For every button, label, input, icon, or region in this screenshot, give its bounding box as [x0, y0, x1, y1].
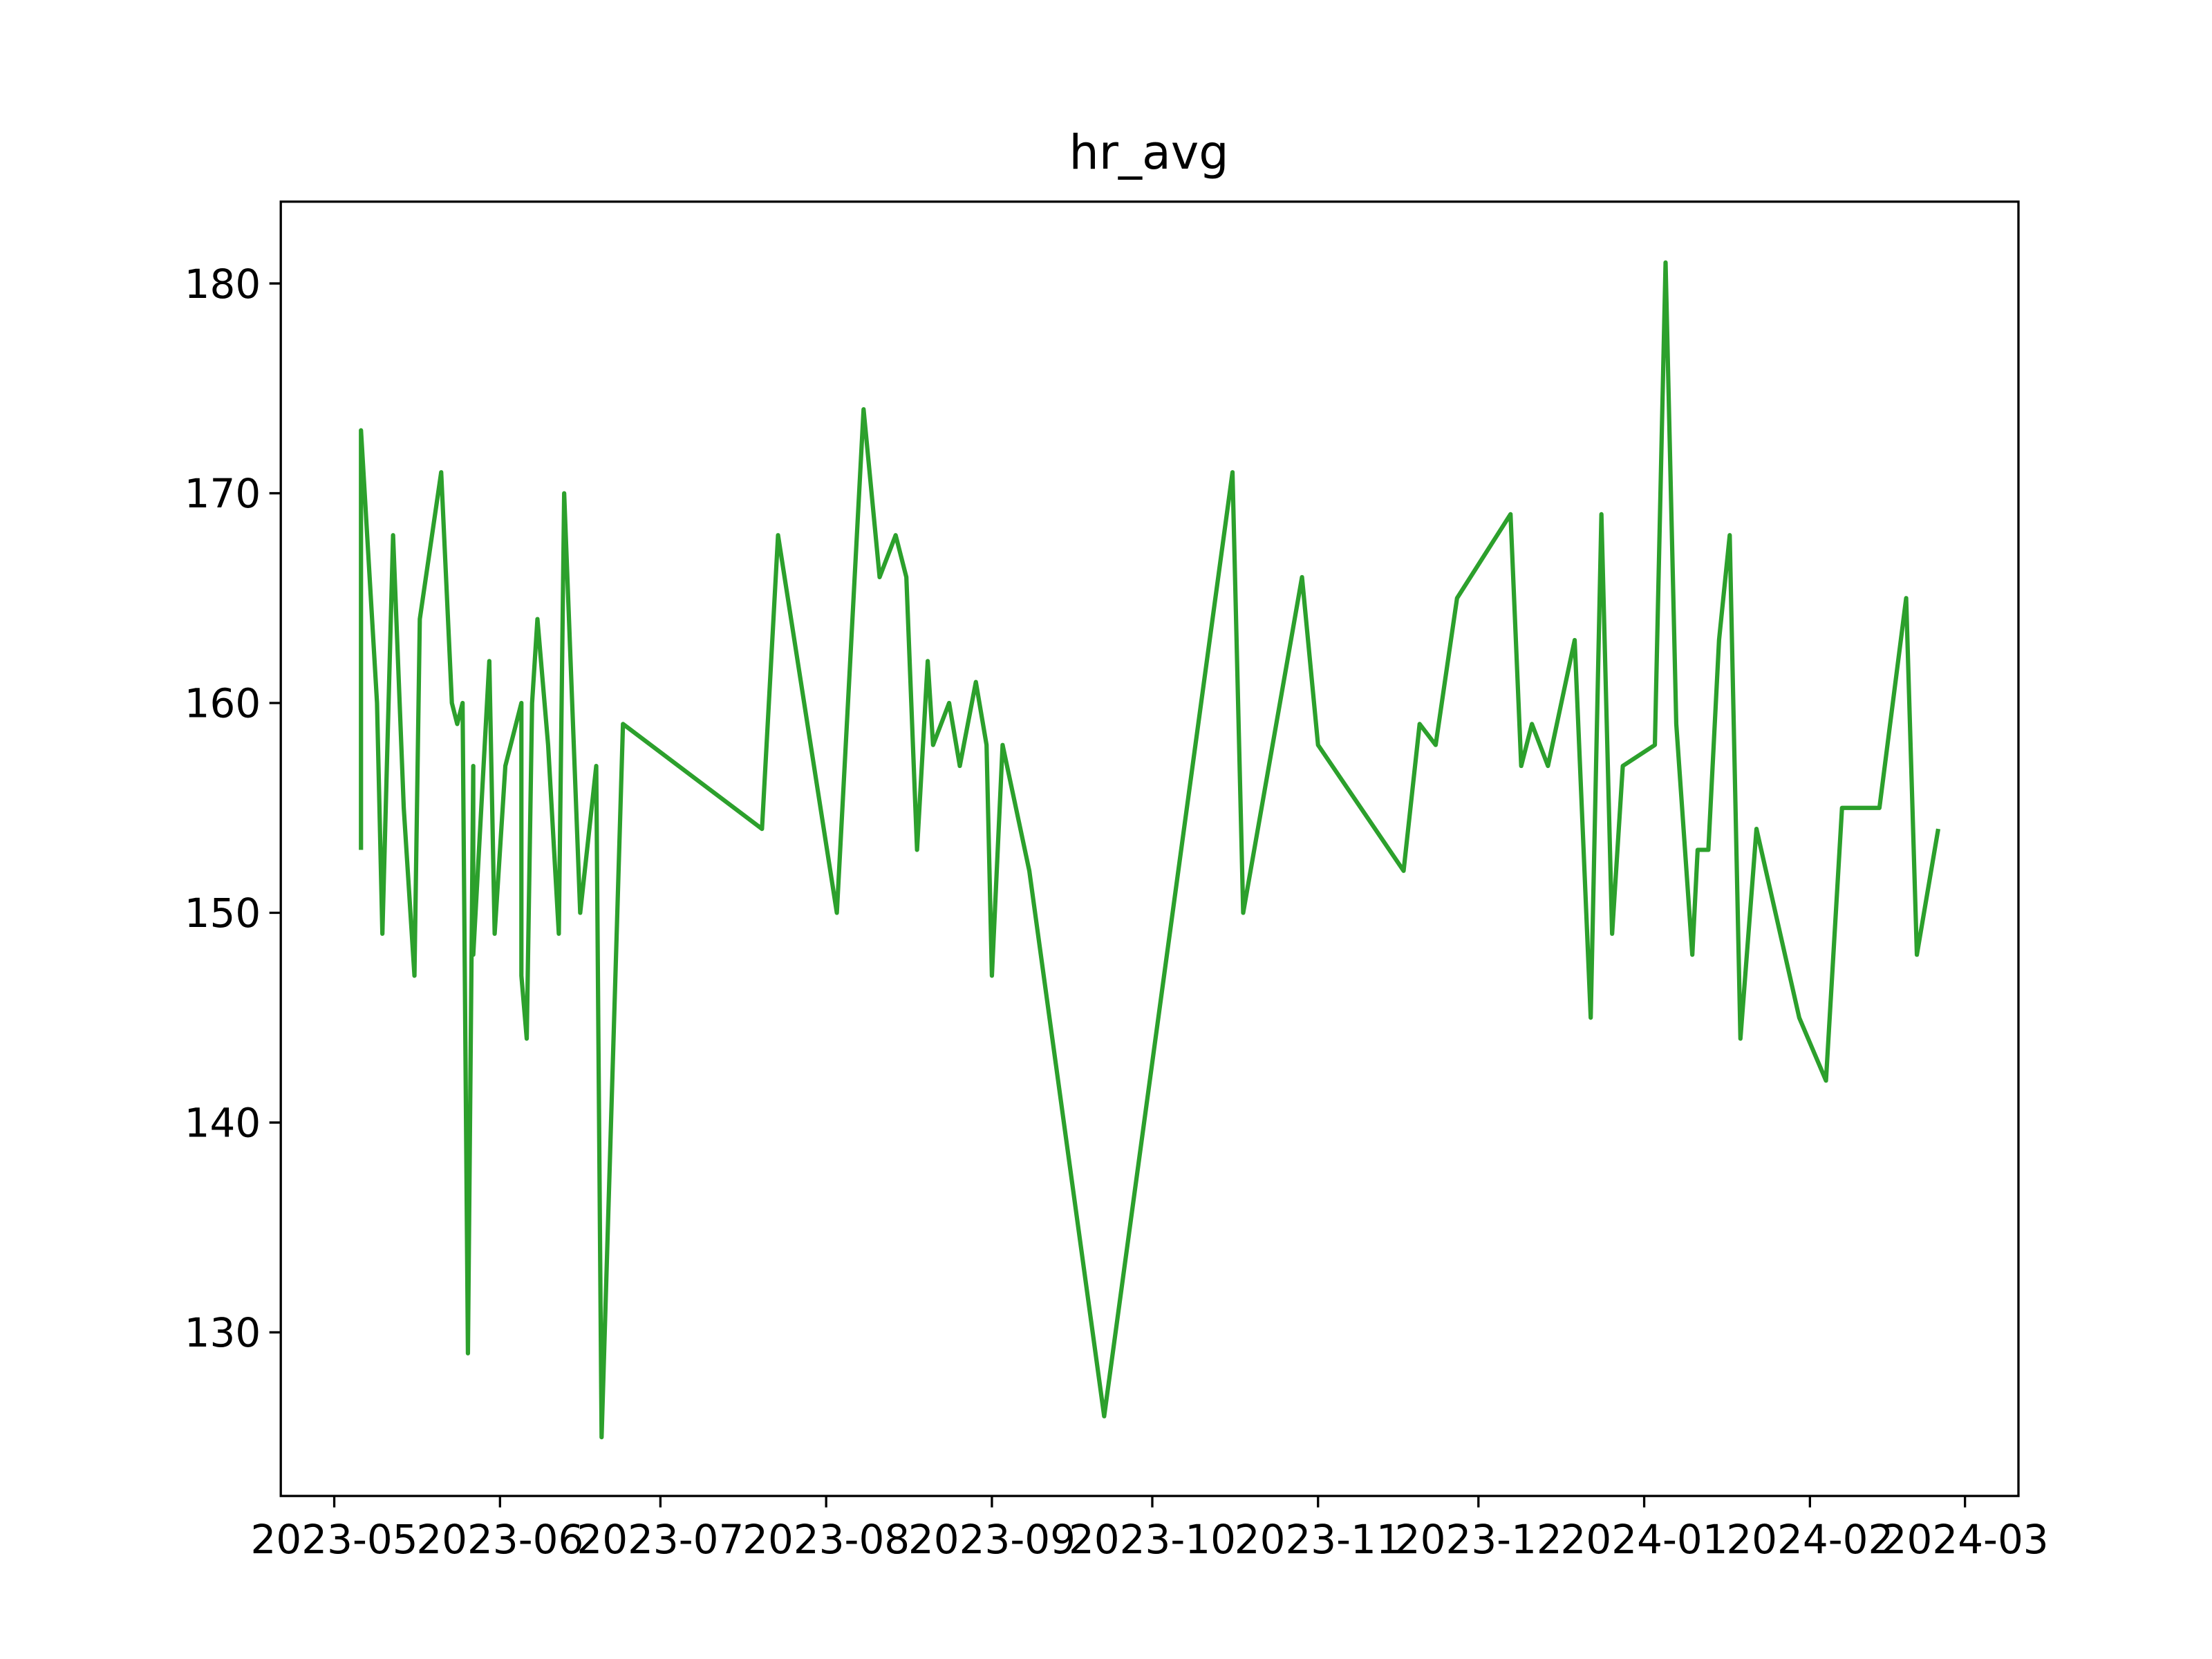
y-tick-label: 170	[185, 470, 261, 517]
chart-title: hr_avg	[1069, 126, 1229, 180]
plot-frame	[279, 200, 2020, 1497]
x-tick-label: 2023-10	[1069, 1516, 1236, 1563]
y-tick-label: 150	[185, 890, 261, 937]
x-tick-label: 2024-03	[1882, 1516, 2049, 1563]
x-tick-label: 2023-11	[1235, 1516, 1402, 1563]
x-tick-label: 2023-08	[742, 1516, 910, 1563]
x-tick-label: 2024-01	[1561, 1516, 1728, 1563]
y-tick-label: 180	[185, 261, 261, 308]
data-line	[359, 260, 1941, 1440]
x-tick-label: 2023-09	[908, 1516, 1076, 1563]
y-tick-label: 160	[185, 680, 261, 727]
x-tick-label: 2024-02	[1726, 1516, 1893, 1563]
y-tick-label: 140	[185, 1100, 261, 1147]
x-tick-label: 2023-07	[577, 1516, 744, 1563]
x-tick-label: 2023-06	[416, 1516, 583, 1563]
y-tick-label: 130	[185, 1309, 261, 1356]
x-tick-label: 2023-05	[251, 1516, 418, 1563]
x-tick-label: 2023-12	[1395, 1516, 1562, 1563]
